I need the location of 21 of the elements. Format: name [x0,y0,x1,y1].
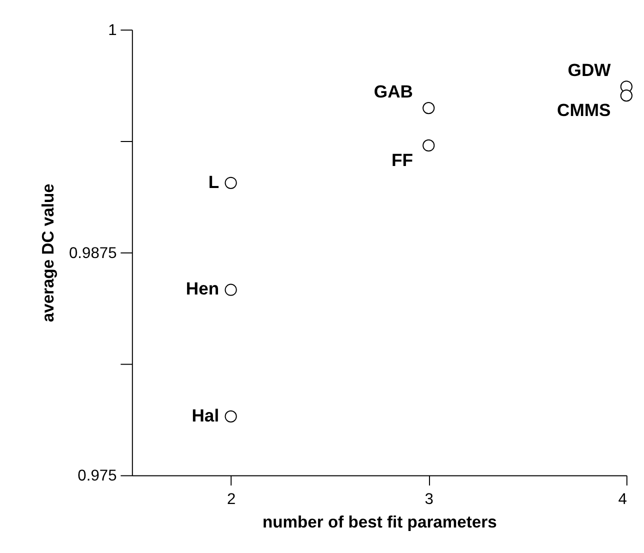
annotation: Hen [186,278,220,299]
annotation: Hal [192,405,220,426]
x-tick-label: 2 [226,491,236,508]
point [224,284,237,296]
point [224,176,237,189]
annotation: FF [391,150,414,170]
point [422,139,435,152]
annotation: L [208,172,220,192]
point [620,90,632,102]
y-tick-label: 1 [108,22,117,39]
annotation: CMMS [557,100,612,120]
y-tick-label: 0.975 [78,468,118,485]
y-tick-label: 0.9875 [68,244,118,262]
x-tick-label: 4 [618,491,628,508]
annotation: GAB [374,81,413,102]
y-axis-title: average DC value [38,184,58,322]
point [224,410,237,422]
point [422,102,435,114]
annotation: GDW [568,60,612,80]
x-axis-title: number of best fit parameters [262,512,497,532]
x-tick-label: 3 [424,491,434,508]
